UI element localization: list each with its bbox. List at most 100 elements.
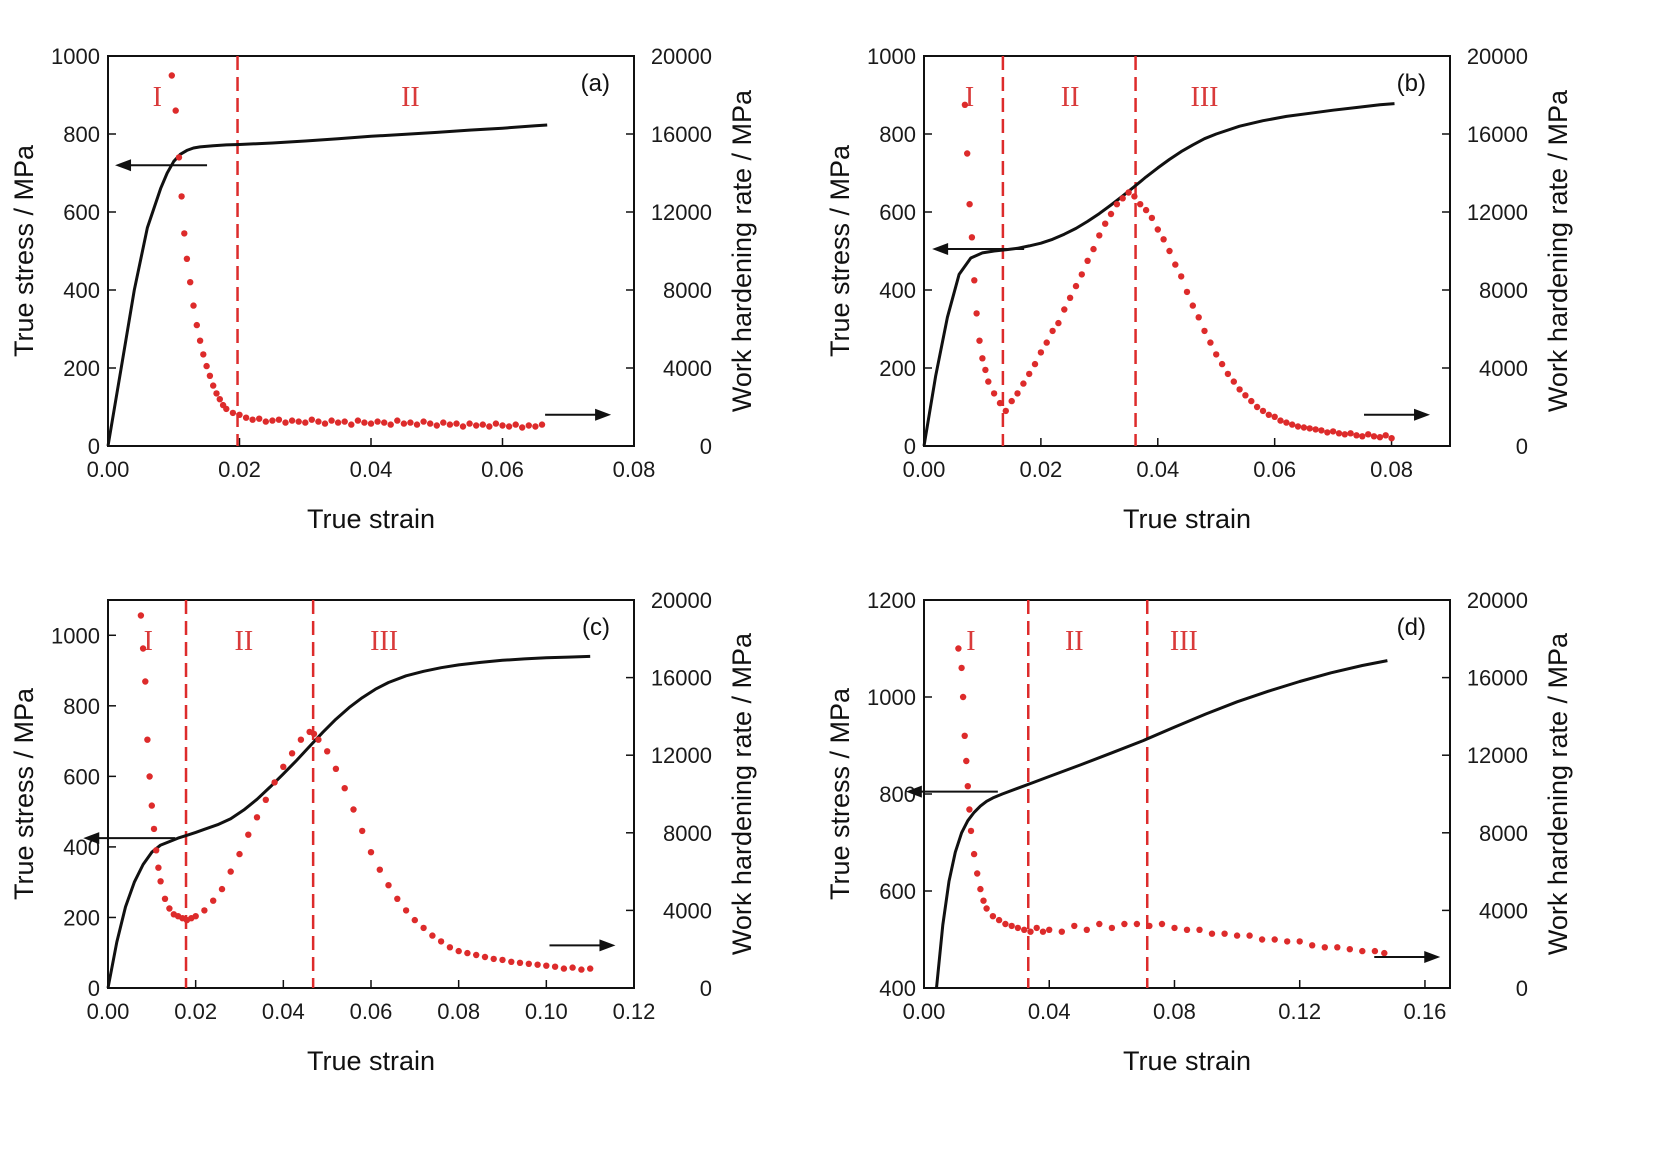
- hardening-point: [1318, 427, 1325, 434]
- hardening-point: [985, 378, 992, 385]
- hardening-point: [1196, 926, 1203, 933]
- hardening-point: [139, 645, 147, 652]
- hardening-point: [971, 277, 978, 284]
- hardening-point: [473, 422, 480, 429]
- hardening-point: [968, 234, 976, 241]
- hardening-point: [354, 417, 362, 424]
- hardening-point: [1283, 419, 1290, 426]
- hardening-point: [262, 418, 269, 425]
- region-label: III: [370, 626, 398, 657]
- hardening-point: [464, 949, 471, 957]
- hardening-point: [466, 420, 473, 427]
- right-axis-arrow: [545, 408, 612, 421]
- hardening-point: [1233, 932, 1241, 939]
- y2-tick-label: 0: [700, 434, 712, 459]
- hardening-point: [1183, 288, 1191, 296]
- hardening-point: [1146, 922, 1153, 930]
- stress-curve: [935, 659, 1388, 989]
- hardening-point: [1026, 370, 1033, 378]
- x-tick-label: 0.06: [350, 999, 393, 1024]
- hardening-point: [262, 796, 269, 803]
- hardening-point: [172, 107, 179, 114]
- hardening-point: [1084, 257, 1091, 264]
- x-axis-label: True strain: [307, 1046, 435, 1076]
- hardening-point: [1382, 432, 1389, 439]
- y2-tick-label: 12000: [651, 743, 712, 768]
- hardening-point: [1306, 425, 1313, 432]
- hardening-point: [525, 422, 532, 429]
- hardening-point: [519, 424, 526, 431]
- hardening-point: [1271, 413, 1278, 420]
- hardening-point: [964, 783, 971, 790]
- hardening-point: [210, 897, 217, 904]
- y-tick-label: 1000: [867, 44, 916, 69]
- hardening-point: [321, 420, 329, 427]
- region-label: I: [965, 82, 974, 113]
- y-tick-label: 1000: [51, 623, 100, 648]
- hardening-point: [1133, 920, 1141, 928]
- hardening-point: [440, 419, 447, 426]
- hardening-point: [1058, 928, 1066, 935]
- hardening-point: [400, 420, 408, 427]
- x-tick-label: 0.12: [613, 999, 656, 1024]
- hardening-point: [1055, 319, 1062, 327]
- hardening-point: [1335, 430, 1343, 437]
- hardening-point: [402, 907, 410, 914]
- hardening-point: [1324, 429, 1331, 436]
- hardening-point: [966, 806, 973, 813]
- stress-curve: [922, 102, 1395, 447]
- hardening-point: [367, 420, 375, 427]
- hardening-point: [446, 421, 454, 428]
- x-tick-label: 0.04: [350, 457, 393, 482]
- y2-tick-label: 20000: [1467, 588, 1528, 613]
- hardening-point: [1224, 370, 1232, 378]
- y-tick-label: 0: [904, 434, 916, 459]
- hardening-point: [961, 732, 968, 739]
- y-axis-label: True stress / MPa: [825, 144, 855, 357]
- y2-tick-label: 8000: [663, 821, 712, 846]
- x-tick-label: 0.04: [262, 999, 305, 1024]
- hardening-point: [569, 964, 576, 971]
- y-tick-label: 1000: [51, 44, 100, 69]
- hardening-point: [1195, 314, 1202, 321]
- hardening-point: [1259, 407, 1267, 415]
- y-tick-label: 400: [879, 976, 916, 1001]
- hardening-point: [200, 351, 207, 358]
- hardening-point: [1172, 261, 1179, 268]
- hardening-point: [155, 864, 162, 871]
- left-axis-arrow: [83, 832, 176, 845]
- hardening-point: [1346, 946, 1354, 953]
- hardening-point: [308, 416, 315, 423]
- hardening-point: [1294, 423, 1302, 430]
- hardening-point: [455, 947, 462, 955]
- hardening-point: [982, 366, 989, 374]
- y-tick-label: 0: [88, 434, 100, 459]
- x-tick-label: 0.04: [1136, 457, 1179, 482]
- hardening-point: [213, 390, 220, 397]
- hardening-point: [178, 193, 185, 200]
- hardening-point: [1265, 411, 1273, 418]
- hardening-point: [175, 154, 183, 161]
- hardening-point: [429, 932, 436, 939]
- x-tick-label: 0.00: [903, 457, 946, 482]
- hardening-point: [282, 419, 289, 426]
- chart-panel-b: 0.00 0.02 0.04 0.06 0.08 0 200 400 600 800 1000 0 40…: [825, 44, 1573, 534]
- hardening-point: [1171, 924, 1178, 932]
- hardening-point: [1258, 936, 1266, 943]
- hardening-point: [341, 785, 348, 792]
- panel-label: (a): [581, 70, 610, 97]
- y2-tick-label: 4000: [1479, 898, 1528, 923]
- left-axis-arrow: [932, 243, 1025, 256]
- y2-axis-label: Work hardening rate / MPa: [727, 632, 757, 955]
- x-tick-label: 0.06: [481, 457, 524, 482]
- x-tick-label: 0.02: [1019, 457, 1062, 482]
- hardening-point: [1102, 220, 1109, 227]
- hardening-point: [995, 916, 1003, 924]
- stress-curve: [106, 123, 548, 447]
- hardening-point: [1253, 403, 1261, 411]
- hardening-point: [1142, 206, 1150, 214]
- hardening-point: [216, 396, 223, 403]
- y-tick-label: 800: [63, 122, 100, 147]
- hardening-point: [420, 418, 427, 425]
- hardening-point: [310, 730, 318, 738]
